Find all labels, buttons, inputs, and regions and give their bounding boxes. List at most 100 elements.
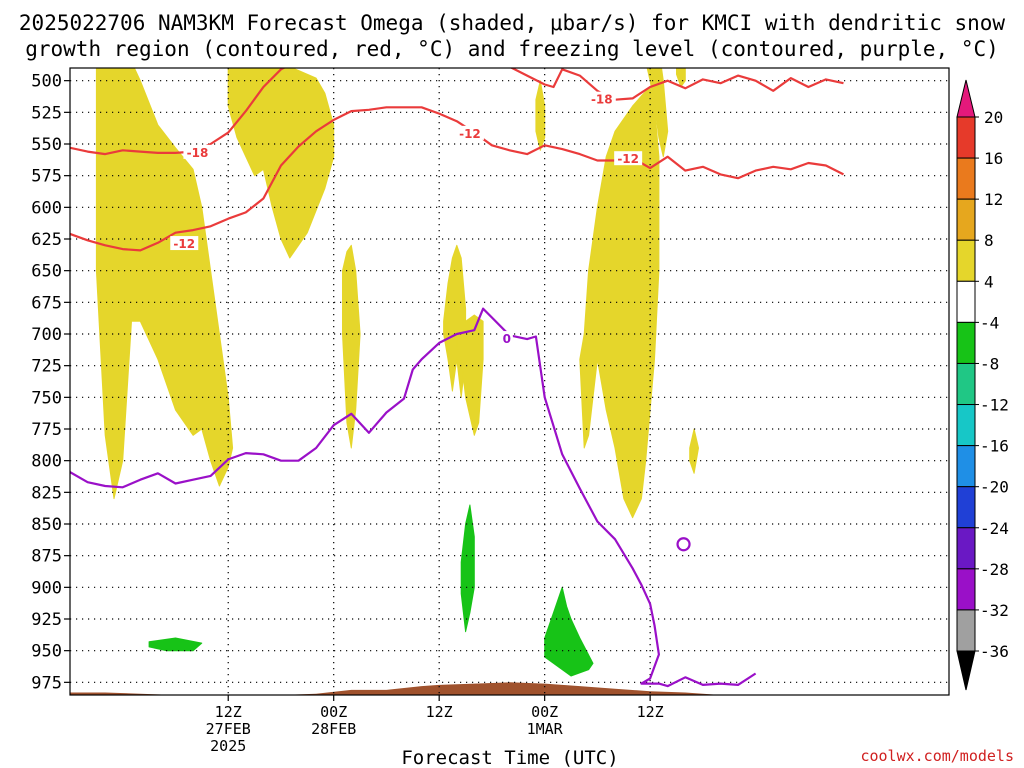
colorbar-label-1: 16 [984,149,1003,168]
y-tick-label-800: 800 [31,452,62,472]
colorbar-swatch-0 [956,116,976,159]
descent-region-12 [148,637,203,652]
colorbar-swatch-7 [956,404,976,447]
contour-label-bg-3 [587,91,616,106]
colorbar-label-3: 8 [984,231,994,250]
contour-label-bg-1 [170,236,199,251]
y-tick-label-725: 725 [31,357,62,377]
descent-region-10 [460,504,475,633]
y-tick-label-850: 850 [31,515,62,535]
y-tick-label-600: 600 [31,198,62,218]
colorbar-label-13: -36 [980,642,1009,661]
y-tick-label-875: 875 [31,547,62,567]
x-tick-label-0-2: 27FEB [206,720,251,738]
colorbar-label-8: -16 [980,437,1009,456]
ascent-region-3 [443,244,467,398]
y-tick-label-675: 675 [31,293,62,313]
y-tick-label-650: 650 [31,262,62,282]
contour-label-0: -18 [187,146,209,160]
ascent-region-5 [579,86,660,519]
colorbar-label-11: -28 [980,560,1009,579]
dgz-contour-m18-1 [509,68,844,101]
colorbar-label-12: -32 [980,601,1009,620]
ascent-region-6 [646,68,669,158]
ascent-region-8 [535,80,546,151]
plot-frame [69,67,950,696]
y-tick-label-775: 775 [31,420,62,440]
terrain-fill [70,682,949,695]
colorbar-swatch-4 [956,280,976,323]
colorbar-label-0: 20 [984,108,1003,127]
credit-text: coolwx.com/models [860,747,1014,765]
colorbar-swatch-5 [956,321,976,364]
y-tick-label-925: 925 [31,610,62,630]
y-tick-label-975: 975 [31,673,62,693]
colorbar-label-4: 4 [984,272,994,291]
colorbar-top-arrow [956,79,976,118]
colorbar-label-5: -4 [980,313,999,332]
x-tick-label-0-3: 2025 [210,737,246,755]
ascent-region-9 [689,428,699,474]
y-tick-label-750: 750 [31,388,62,408]
x-tick-label-1-1: 00Z [320,703,347,721]
x-tick-label-1-2: 28FEB [311,720,356,738]
y-tick-label-550: 550 [31,135,62,155]
y-tick-label-500: 500 [31,72,62,92]
omega-shading-layer [95,68,699,677]
x-axis-label: Forecast Time (UTC) [401,747,618,768]
freezing-level-loop [676,537,691,552]
colorbar-label-9: -20 [980,478,1009,497]
dgz-contour-m12-2 [70,106,844,252]
grid-layer [70,68,949,695]
colorbar-swatch-12 [956,609,976,652]
y-tick-label-525: 525 [31,103,62,123]
y-tick-label-950: 950 [31,642,62,662]
colorbar-swatch-11 [956,568,976,611]
colorbar-label-7: -12 [980,396,1009,415]
contour-label-bg-4 [614,151,643,166]
x-tick-label-3-1: 00Z [531,703,558,721]
y-tick-label-825: 825 [31,483,62,503]
ascent-region-4 [456,314,484,436]
colorbar-swatch-1 [956,157,976,200]
contour-label-bg-5 [500,331,513,346]
colorbar-label-6: -8 [980,354,999,373]
x-tick-label-4-1: 12Z [637,703,664,721]
terrain-layer [70,682,949,695]
colorbar-swatch-9 [956,486,976,529]
colorbar-bottom-arrow [956,650,976,691]
contour-label-layer: -18 -12 -12 -18 -12 0 [170,91,643,346]
ascent-region-7 [676,68,686,88]
y-tick-label-900: 900 [31,578,62,598]
contour-label-1: -12 [173,237,195,251]
colorbar-swatch-3 [956,239,976,282]
chart-title-line2: growth region (contoured, red, °C) and f… [25,37,999,61]
colorbar-swatch-2 [956,198,976,241]
colorbar: 20 16 12 8 4 -4 -8 -12 -16 -20 -24 -28 -32 -36 [956,79,1009,691]
x-tick-label-0-1: 12Z [215,703,242,721]
ascent-region-1 [227,68,335,259]
x-tick-label-2-1: 12Z [426,703,453,721]
x-tick-label-3-2: 1MAR [527,720,564,738]
contour-label-3: -18 [591,93,613,107]
chart-title-line1: 2025022706 NAM3KM Forecast Omega (shaded… [19,11,1006,35]
colorbar-swatch-10 [956,527,976,570]
contour-label-5: 0 [503,332,511,346]
ascent-region-0 [95,68,234,500]
contour-label-bg-2 [455,125,484,140]
y-axis: 500 525 550 575 600 625 650 675 700 725 750 775 800 8… [31,72,70,693]
contour-label-2: -12 [459,127,481,141]
descent-region-11 [544,586,594,677]
y-tick-label-625: 625 [31,230,62,250]
colorbar-label-10: -24 [980,519,1009,538]
colorbar-swatch-6 [956,362,976,406]
colorbar-label-2: 12 [984,190,1003,209]
colorbar-swatch-8 [956,445,976,488]
freezing-level-contour-0-3 [70,307,757,688]
contour-label-4: -12 [617,152,639,166]
contour-label-bg-0 [183,144,212,159]
y-tick-label-700: 700 [31,325,62,345]
y-tick-label-575: 575 [31,167,62,187]
